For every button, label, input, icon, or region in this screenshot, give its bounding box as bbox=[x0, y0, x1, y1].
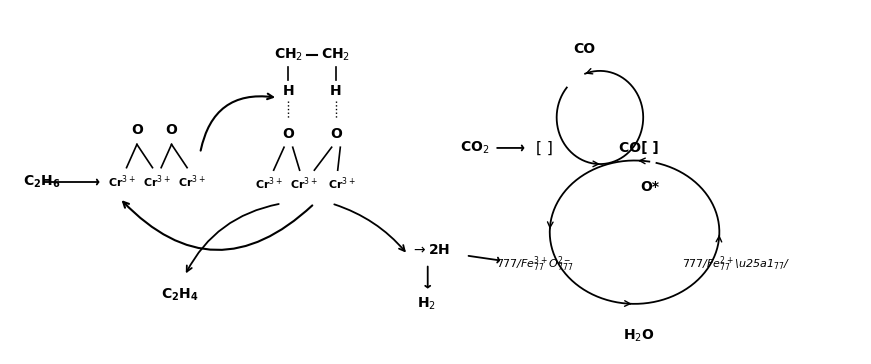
Text: CO[ ]: CO[ ] bbox=[619, 141, 658, 155]
Text: O: O bbox=[131, 123, 143, 137]
Text: Cr$^{3+}$: Cr$^{3+}$ bbox=[108, 174, 136, 190]
Text: CH$_2$: CH$_2$ bbox=[321, 47, 350, 63]
Text: Cr$^{3+}$: Cr$^{3+}$ bbox=[255, 175, 283, 192]
Text: $\rightarrow$2H: $\rightarrow$2H bbox=[411, 243, 450, 257]
Text: $\bf{C_2H_6}$: $\bf{C_2H_6}$ bbox=[23, 174, 60, 190]
Text: $\mathit{777}$/Fe$^{3+}_{77}$O$^{2-}_{777}$: $\mathit{777}$/Fe$^{3+}_{77}$O$^{2-}_{77… bbox=[496, 255, 574, 274]
Text: $\bf{C_2H_4}$: $\bf{C_2H_4}$ bbox=[161, 287, 199, 303]
Text: O*: O* bbox=[641, 181, 659, 194]
Text: CH$_2$: CH$_2$ bbox=[273, 47, 303, 63]
Text: $\mathit{777}$/Fe$^{2+}_{77}$\u25a1$_{77}$/: $\mathit{777}$/Fe$^{2+}_{77}$\u25a1$_{77… bbox=[683, 255, 791, 274]
Text: Cr$^{3+}$: Cr$^{3+}$ bbox=[328, 175, 356, 192]
Text: [ ]: [ ] bbox=[537, 141, 553, 155]
Text: H$_2$O: H$_2$O bbox=[623, 328, 655, 344]
Text: H$_2$: H$_2$ bbox=[417, 296, 436, 312]
Text: Cr$^{3+}$: Cr$^{3+}$ bbox=[290, 175, 318, 192]
Text: CO: CO bbox=[573, 42, 596, 56]
Text: H: H bbox=[282, 84, 294, 98]
Text: O: O bbox=[282, 127, 294, 141]
Text: H: H bbox=[330, 84, 341, 98]
Text: Cr$^{3+}$: Cr$^{3+}$ bbox=[143, 174, 171, 190]
Text: Cr$^{3+}$: Cr$^{3+}$ bbox=[178, 174, 206, 190]
Text: O: O bbox=[330, 127, 342, 141]
Text: O: O bbox=[165, 123, 178, 137]
Text: CO$_2$: CO$_2$ bbox=[460, 140, 490, 156]
